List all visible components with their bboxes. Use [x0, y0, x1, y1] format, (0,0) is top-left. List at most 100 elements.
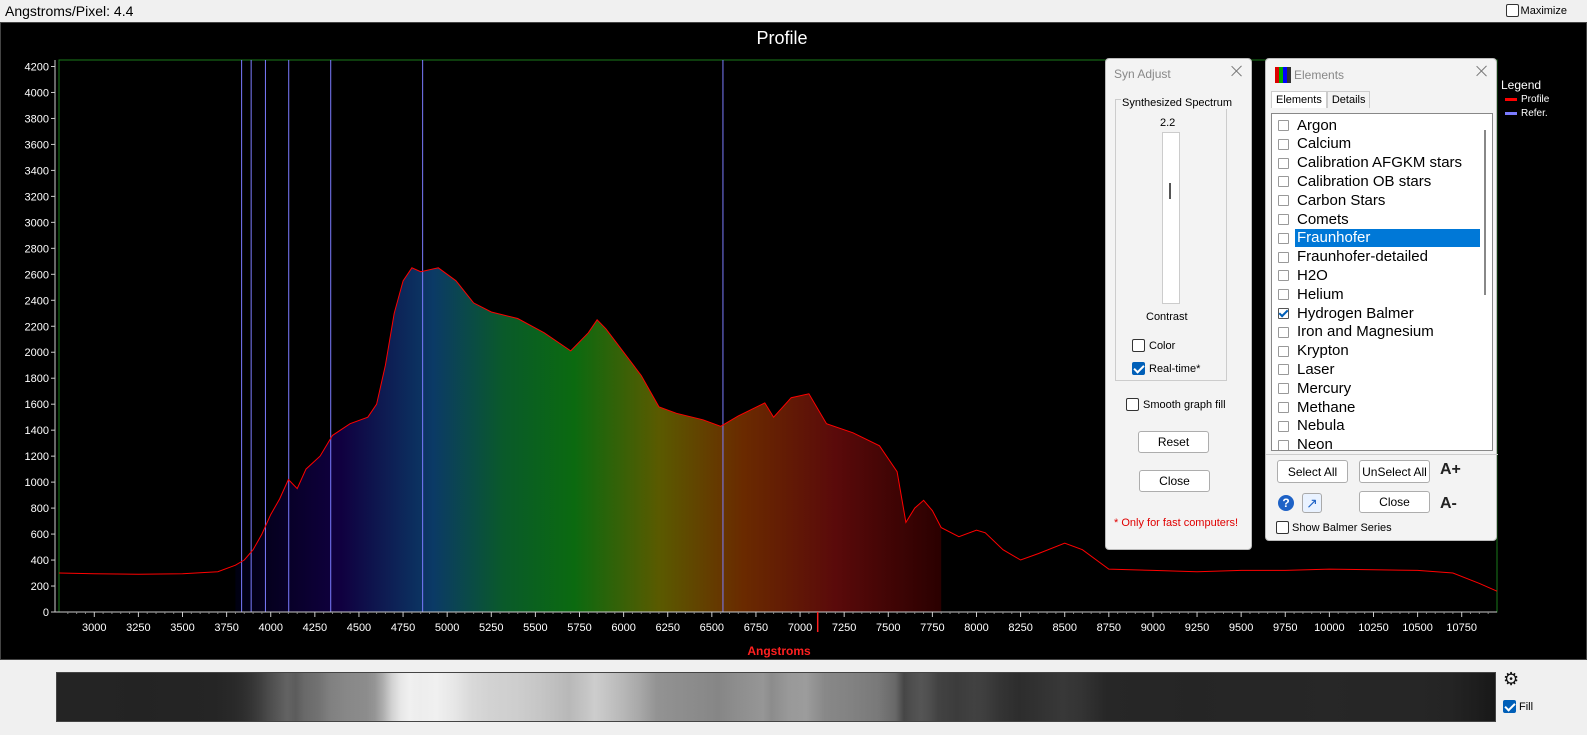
- maximize-checkbox[interactable]: Maximize: [1505, 4, 1567, 17]
- legend-title: Legend: [1501, 78, 1542, 92]
- element-item[interactable]: Krypton: [1272, 342, 1480, 361]
- element-item-checkbox[interactable]: [1278, 420, 1289, 432]
- element-item-checkbox[interactable]: [1278, 402, 1289, 413]
- element-item[interactable]: Iron and Magnesium: [1272, 323, 1480, 342]
- y-tick-label: 2800: [25, 243, 49, 255]
- y-tick-label: 2000: [25, 347, 49, 359]
- element-item[interactable]: Comets: [1272, 210, 1480, 229]
- smooth-fill-checkbox-box[interactable]: [1126, 398, 1139, 411]
- element-item[interactable]: Fraunhofer: [1272, 229, 1480, 248]
- chart-title: Profile: [756, 28, 807, 48]
- element-item-checkbox[interactable]: [1278, 157, 1289, 169]
- element-item-label: Calibration AFGKM stars: [1297, 154, 1463, 172]
- maximize-checkbox-box[interactable]: [1505, 4, 1519, 17]
- y-tick-label: 2200: [25, 321, 49, 333]
- help-icon[interactable]: ?: [1278, 495, 1294, 511]
- element-item-checkbox[interactable]: [1278, 195, 1289, 207]
- tab-details[interactable]: Details: [1326, 91, 1371, 108]
- element-item[interactable]: Carbon Stars: [1272, 191, 1480, 210]
- elements-close-button[interactable]: Close: [1359, 491, 1430, 513]
- element-item[interactable]: H2O: [1272, 266, 1480, 285]
- font-decrease-button[interactable]: A-: [1440, 495, 1457, 512]
- element-item-label: H2O: [1297, 266, 1328, 284]
- x-tick-label: 10000: [1314, 622, 1345, 634]
- x-tick-label: 8000: [964, 622, 988, 634]
- x-tick-label: 6250: [655, 622, 679, 634]
- color-checkbox[interactable]: Color: [1132, 339, 1175, 352]
- legend-swatch-reference: [1505, 111, 1517, 115]
- y-tick-label: 2600: [25, 269, 49, 281]
- font-increase-button[interactable]: A+: [1440, 461, 1461, 478]
- elements-list-scrollbar[interactable]: [1484, 130, 1486, 295]
- unselect-all-button[interactable]: UnSelect All: [1359, 460, 1430, 483]
- y-tick-label: 1000: [25, 477, 49, 489]
- y-tick-label: 600: [31, 529, 49, 541]
- tab-elements[interactable]: Elements: [1271, 91, 1327, 108]
- element-item-checkbox[interactable]: [1278, 232, 1289, 244]
- contrast-slider[interactable]: [1162, 132, 1180, 304]
- element-item[interactable]: Fraunhofer-detailed: [1272, 248, 1480, 267]
- smooth-fill-checkbox[interactable]: Smooth graph fill: [1126, 398, 1226, 411]
- element-item-checkbox[interactable]: [1278, 270, 1289, 282]
- element-item[interactable]: Calibration AFGKM stars: [1272, 154, 1480, 173]
- reset-button[interactable]: Reset: [1138, 431, 1209, 453]
- syn-close-button[interactable]: Close: [1139, 470, 1210, 492]
- x-tick-label: 7750: [920, 622, 944, 634]
- y-tick-label: 3800: [25, 113, 49, 125]
- element-item-checkbox[interactable]: [1278, 345, 1289, 357]
- fill-checkbox-box[interactable]: [1503, 700, 1516, 713]
- element-item-checkbox[interactable]: [1278, 439, 1289, 450]
- contrast-slider-thumb[interactable]: [1169, 183, 1171, 199]
- x-tick-label: 4500: [347, 622, 371, 634]
- syn-adjust-close-icon[interactable]: [1231, 65, 1243, 77]
- synthesized-spectrum-label: Synthesized Spectrum: [1121, 97, 1234, 109]
- y-tick-label: 1400: [25, 425, 49, 437]
- element-item-checkbox[interactable]: [1278, 120, 1289, 131]
- element-item-checkbox[interactable]: [1278, 251, 1289, 263]
- element-item-checkbox[interactable]: [1278, 176, 1289, 188]
- element-item[interactable]: Nebula: [1272, 417, 1480, 436]
- element-item[interactable]: Mercury: [1272, 379, 1480, 398]
- element-item-checkbox[interactable]: [1278, 214, 1289, 225]
- fill-checkbox[interactable]: Fill: [1503, 700, 1533, 713]
- color-checkbox-box[interactable]: [1132, 339, 1145, 352]
- element-item-checkbox[interactable]: [1278, 326, 1289, 338]
- realtime-label: Real-time*: [1149, 362, 1201, 375]
- element-item[interactable]: Methane: [1272, 398, 1480, 417]
- element-item[interactable]: Argon: [1272, 116, 1480, 135]
- element-item-label: Argon: [1297, 116, 1338, 134]
- elements-close-icon[interactable]: [1476, 65, 1488, 77]
- element-item-checkbox[interactable]: [1278, 364, 1289, 376]
- elements-list[interactable]: Argon Calcium Calibration AFGKM stars Calib…: [1271, 113, 1493, 451]
- y-tick-label: 3000: [25, 217, 49, 229]
- realtime-checkbox-box[interactable]: [1132, 362, 1145, 375]
- x-tick-label: 6000: [611, 622, 635, 634]
- syn-adjust-panel: Syn Adjust Synthesized Spectrum 2.2 Cont…: [1105, 58, 1252, 550]
- element-item-label: Fraunhofer-detailed: [1297, 248, 1428, 266]
- y-tick-label: 3200: [25, 191, 49, 203]
- element-item[interactable]: Neon: [1272, 436, 1480, 450]
- gear-icon[interactable]: ⚙: [1503, 669, 1520, 689]
- element-item[interactable]: Hydrogen Balmer: [1272, 304, 1480, 323]
- element-item-checkbox[interactable]: [1278, 383, 1289, 395]
- element-item-label: Calcium: [1297, 135, 1352, 153]
- element-item[interactable]: Laser: [1272, 360, 1480, 379]
- show-balmer-checkbox[interactable]: Show Balmer Series: [1276, 521, 1392, 534]
- show-balmer-checkbox-box[interactable]: [1276, 521, 1289, 534]
- element-item-checkbox[interactable]: [1278, 308, 1289, 319]
- element-item-checkbox[interactable]: [1278, 289, 1289, 301]
- fill-label: Fill: [1519, 700, 1534, 713]
- y-tick-label: 4200: [25, 61, 49, 73]
- element-item-label: Krypton: [1297, 342, 1349, 360]
- share-link-icon[interactable]: ↗: [1302, 493, 1322, 513]
- smooth-fill-label: Smooth graph fill: [1143, 398, 1226, 411]
- realtime-checkbox[interactable]: Real-time*: [1132, 362, 1200, 375]
- element-item-checkbox[interactable]: [1278, 138, 1289, 150]
- color-label: Color: [1149, 339, 1176, 352]
- element-item[interactable]: Calibration OB stars: [1272, 172, 1480, 191]
- x-tick-label: 4250: [303, 622, 327, 634]
- element-item[interactable]: Helium: [1272, 285, 1480, 304]
- element-item[interactable]: Calcium: [1272, 135, 1480, 154]
- select-all-button[interactable]: Select All: [1277, 460, 1348, 483]
- spectrum-strip-image: [56, 672, 1496, 722]
